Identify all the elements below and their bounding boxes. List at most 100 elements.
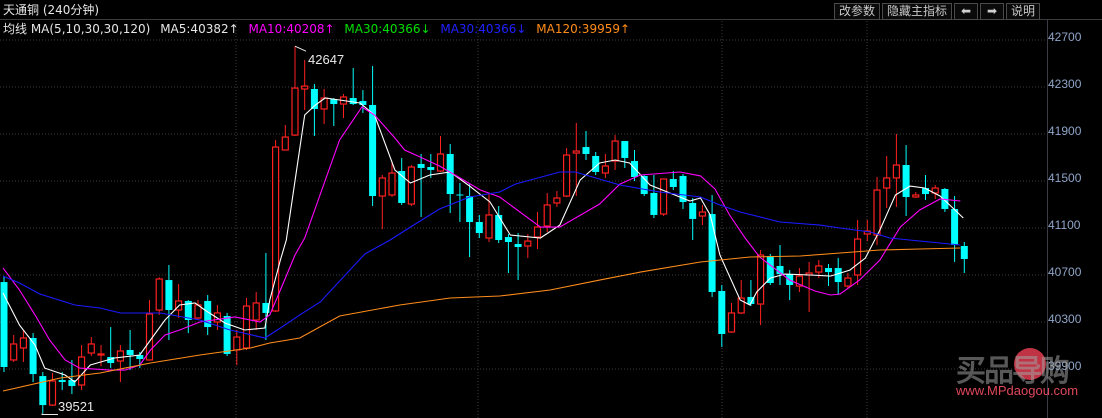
candle [883, 155, 891, 209]
candle [766, 253, 774, 285]
candle [466, 183, 474, 258]
ma120-value: MA120:39959↑ [536, 22, 631, 36]
candle [272, 139, 280, 313]
candle [553, 190, 561, 207]
y-tick: 41100 [1048, 218, 1081, 232]
candle [863, 220, 871, 242]
candle [10, 335, 18, 362]
prev-arrow-button[interactable]: ⬅ [954, 3, 979, 20]
candle [19, 329, 27, 362]
candle [456, 182, 464, 223]
y-tick: 41500 [1048, 171, 1082, 185]
low-marker-line [41, 413, 58, 416]
candle [689, 198, 697, 240]
help-button[interactable]: 说明 [1006, 3, 1041, 20]
edit-params-button[interactable]: 改参数 [834, 3, 881, 20]
candle [369, 65, 377, 207]
y-tick: 39900 [1048, 359, 1082, 373]
low-value-label: 39521 [58, 399, 95, 414]
candle [427, 153, 435, 178]
candle [834, 257, 842, 295]
ma-line-ma5 [2, 97, 964, 383]
next-arrow-button[interactable]: ➡ [980, 3, 1005, 20]
candle [378, 175, 386, 230]
candle [815, 259, 823, 279]
ma30-value-green: MA30:40366↓ [344, 22, 431, 36]
hide-main-indicator-button[interactable]: 隐藏主指标 [882, 3, 953, 20]
candle [446, 143, 454, 213]
candle [116, 345, 125, 383]
candle [902, 145, 910, 217]
candle [417, 153, 425, 217]
candle [436, 135, 445, 172]
candle [204, 294, 212, 336]
candle [339, 94, 348, 119]
candle [107, 327, 115, 369]
candle [650, 175, 658, 219]
candle [795, 268, 804, 293]
candle [262, 253, 270, 340]
arrow-left-icon: ⬅ [961, 4, 972, 18]
candle [825, 263, 832, 287]
candle [669, 171, 677, 191]
candle [611, 135, 619, 170]
candle [58, 372, 66, 391]
ma10-value: MA10:40208↑ [248, 22, 335, 36]
candle [504, 233, 512, 274]
ma-legend-label: 均线 MA(5,10,30,30,120) [3, 22, 151, 36]
candle [892, 134, 901, 207]
candle [621, 141, 629, 168]
candle [922, 175, 929, 201]
candle [39, 372, 47, 414]
candle [407, 165, 415, 207]
candle [165, 265, 173, 340]
ma-lines-layer [2, 97, 964, 392]
y-tick: 42700 [1048, 30, 1082, 44]
ma-line-ma10 [2, 106, 961, 371]
candles-layer [0, 46, 968, 414]
candle [155, 277, 163, 315]
candle [349, 67, 357, 105]
candle [0, 276, 8, 373]
candle [48, 372, 57, 407]
high-value-label: 42647 [308, 52, 345, 67]
ma5-value: MA5:40382↑ [160, 22, 239, 36]
candle [301, 59, 309, 111]
candle [853, 220, 862, 285]
candle [524, 233, 532, 258]
candle [223, 312, 231, 356]
y-tick: 41900 [1048, 124, 1082, 138]
candle [320, 88, 328, 125]
candle [756, 249, 765, 326]
ma-line-ma30 [2, 171, 961, 339]
candle [698, 204, 707, 226]
candle [718, 284, 726, 348]
candle [310, 83, 318, 136]
y-tick: 40300 [1048, 312, 1082, 326]
candle [126, 329, 134, 371]
candle [29, 333, 37, 383]
candle [533, 212, 542, 250]
candle [252, 292, 260, 330]
chart-grid [0, 21, 1047, 418]
candle [330, 98, 338, 127]
candle [97, 345, 105, 367]
chart-title: 天通铜 (240分钟) [3, 3, 100, 17]
ma30-value-blue: MA30:40366↓ [440, 22, 527, 36]
candle [601, 153, 610, 178]
candle [747, 280, 755, 307]
candle [776, 245, 784, 285]
candle [359, 90, 367, 113]
candle [291, 46, 299, 136]
ma-legend: 均线 MA(5,10,30,30,120) MA5:40382↑ MA10:40… [3, 22, 636, 36]
candle [514, 233, 522, 281]
candle [398, 157, 406, 205]
candle [281, 124, 289, 151]
extreme-markers [41, 45, 307, 416]
candle [582, 130, 590, 160]
candle [495, 206, 503, 244]
arrow-right-icon: ➡ [987, 4, 998, 18]
candle [737, 280, 745, 315]
y-tick: 40700 [1048, 265, 1082, 279]
